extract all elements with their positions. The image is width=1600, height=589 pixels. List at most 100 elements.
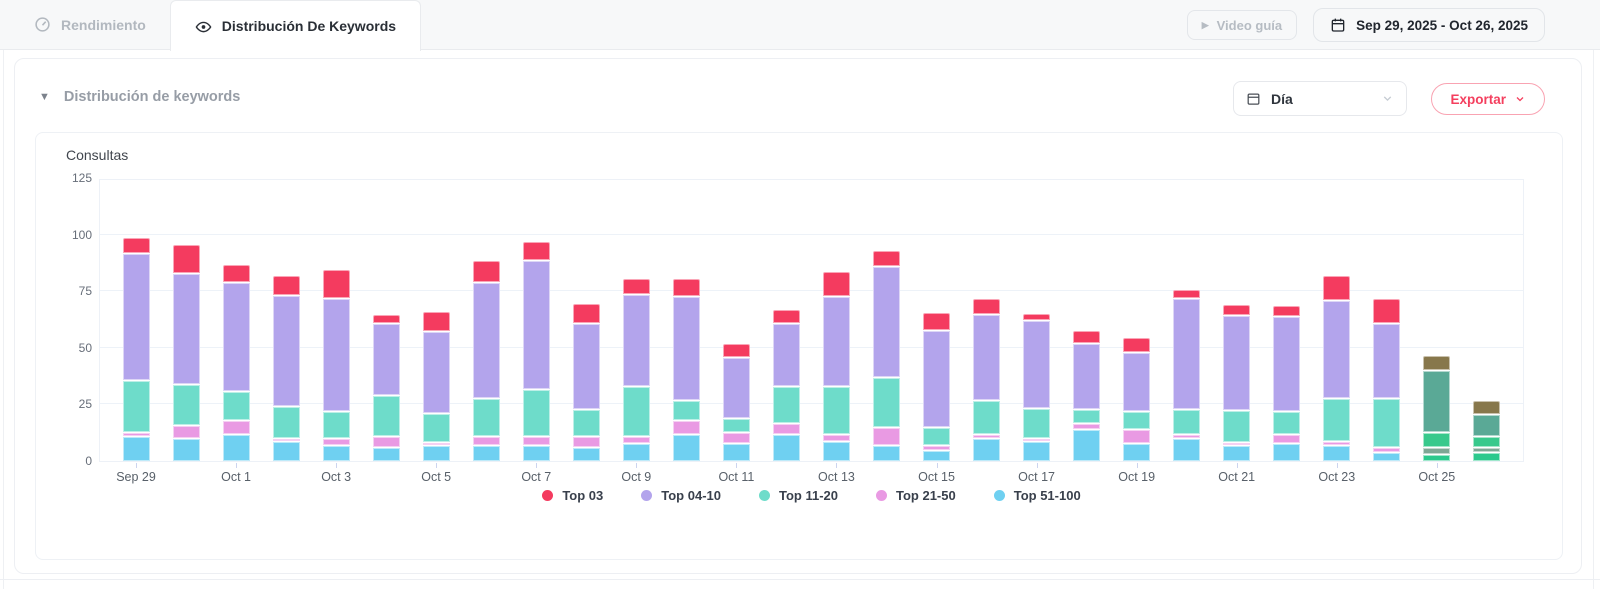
stacked-bar[interactable] (172, 244, 200, 461)
bar-segment[interactable] (122, 380, 150, 432)
bar-segment[interactable] (172, 425, 200, 439)
bar-segment[interactable] (622, 278, 650, 294)
bar-segment[interactable] (973, 400, 1001, 434)
bar-segment[interactable] (172, 385, 200, 425)
bar-segment[interactable] (923, 312, 951, 330)
bar-segment[interactable] (322, 412, 350, 439)
bar-segment[interactable] (122, 237, 150, 253)
bar-segment[interactable] (1473, 448, 1501, 452)
bar-segment[interactable] (1073, 344, 1101, 409)
bar-segment[interactable] (222, 283, 250, 391)
stacked-bar[interactable] (1073, 330, 1101, 461)
tab-distribucion-keywords[interactable]: Distribución De Keywords (169, 0, 422, 51)
bar-segment[interactable] (222, 265, 250, 283)
bar-segment[interactable] (1023, 314, 1051, 320)
bar-segment[interactable] (1073, 330, 1101, 344)
bar-segment[interactable] (1473, 414, 1501, 437)
bar-segment[interactable] (872, 267, 900, 378)
bar-segment[interactable] (1223, 443, 1251, 446)
bar-segment[interactable] (1373, 452, 1401, 461)
bar-segment[interactable] (572, 437, 600, 448)
bar-segment[interactable] (572, 323, 600, 409)
bar-segment[interactable] (1323, 441, 1351, 446)
bar-segment[interactable] (722, 432, 750, 443)
bar-segment[interactable] (672, 400, 700, 421)
bar-segment[interactable] (722, 443, 750, 461)
bar-segment[interactable] (923, 446, 951, 450)
bar-segment[interactable] (1273, 317, 1301, 412)
stacked-bar[interactable] (1273, 305, 1301, 461)
bar-segment[interactable] (822, 387, 850, 434)
bar-segment[interactable] (222, 434, 250, 461)
export-button[interactable]: Exportar (1431, 83, 1545, 115)
bar-segment[interactable] (1023, 441, 1051, 461)
bar-segment[interactable] (973, 299, 1001, 314)
legend-item[interactable]: Top 04-10 (641, 488, 721, 503)
stacked-bar[interactable] (923, 312, 951, 461)
stacked-bar[interactable] (1223, 305, 1251, 461)
bar-segment[interactable] (422, 446, 450, 461)
bar-segment[interactable] (522, 389, 550, 437)
stacked-bar[interactable] (1323, 276, 1351, 461)
bar-segment[interactable] (272, 406, 300, 438)
bar-segment[interactable] (1123, 353, 1151, 412)
bar-segment[interactable] (422, 413, 450, 443)
bar-segment[interactable] (372, 448, 400, 461)
bar-segment[interactable] (822, 271, 850, 296)
bar-segment[interactable] (222, 391, 250, 421)
stacked-bar[interactable] (1173, 290, 1201, 461)
legend-item[interactable]: Top 51-100 (993, 488, 1081, 503)
stacked-bar[interactable] (422, 311, 450, 461)
bar-segment[interactable] (672, 278, 700, 296)
stacked-bar[interactable] (872, 251, 900, 461)
bar-segment[interactable] (1373, 299, 1401, 323)
bar-segment[interactable] (322, 439, 350, 446)
bar-segment[interactable] (1423, 448, 1451, 455)
bar-segment[interactable] (572, 303, 600, 323)
bar-segment[interactable] (372, 314, 400, 323)
bar-segment[interactable] (122, 253, 150, 380)
bar-segment[interactable] (272, 296, 300, 406)
stacked-bar[interactable] (472, 260, 500, 461)
bar-segment[interactable] (272, 438, 300, 441)
stacked-bar[interactable] (522, 242, 550, 461)
bar-segment[interactable] (1023, 438, 1051, 441)
bar-segment[interactable] (1323, 398, 1351, 441)
bar-segment[interactable] (1373, 448, 1401, 452)
bar-segment[interactable] (772, 323, 800, 387)
bar-segment[interactable] (1423, 371, 1451, 432)
bar-segment[interactable] (472, 398, 500, 437)
bar-segment[interactable] (372, 323, 400, 396)
bar-segment[interactable] (1323, 446, 1351, 461)
bar-segment[interactable] (722, 357, 750, 418)
bar-segment[interactable] (622, 437, 650, 443)
stacked-bar[interactable] (272, 275, 300, 461)
bar-segment[interactable] (172, 244, 200, 274)
bar-segment[interactable] (172, 439, 200, 461)
bar-segment[interactable] (272, 275, 300, 296)
bar-segment[interactable] (222, 421, 250, 434)
bar-segment[interactable] (1323, 276, 1351, 301)
legend-item[interactable]: Top 11-20 (758, 488, 838, 503)
bar-segment[interactable] (472, 260, 500, 283)
bar-segment[interactable] (472, 283, 500, 398)
bar-segment[interactable] (672, 296, 700, 400)
granularity-select[interactable]: Día (1233, 81, 1407, 116)
collapse-caret-icon[interactable]: ▼ (39, 90, 50, 103)
bar-segment[interactable] (1173, 439, 1201, 461)
bar-segment[interactable] (372, 396, 400, 437)
bar-segment[interactable] (1023, 320, 1051, 409)
bar-segment[interactable] (622, 387, 650, 437)
bar-segment[interactable] (923, 428, 951, 446)
bar-segment[interactable] (522, 437, 550, 446)
bar-segment[interactable] (1223, 446, 1251, 461)
bar-segment[interactable] (1073, 430, 1101, 461)
stacked-bar[interactable] (973, 299, 1001, 461)
bar-segment[interactable] (1273, 412, 1301, 434)
date-range-button[interactable]: Sep 29, 2025 - Oct 26, 2025 (1313, 8, 1545, 42)
bar-segment[interactable] (722, 344, 750, 357)
bar-segment[interactable] (822, 434, 850, 441)
bar-segment[interactable] (1023, 409, 1051, 438)
bar-segment[interactable] (1473, 452, 1501, 461)
bar-segment[interactable] (172, 274, 200, 385)
